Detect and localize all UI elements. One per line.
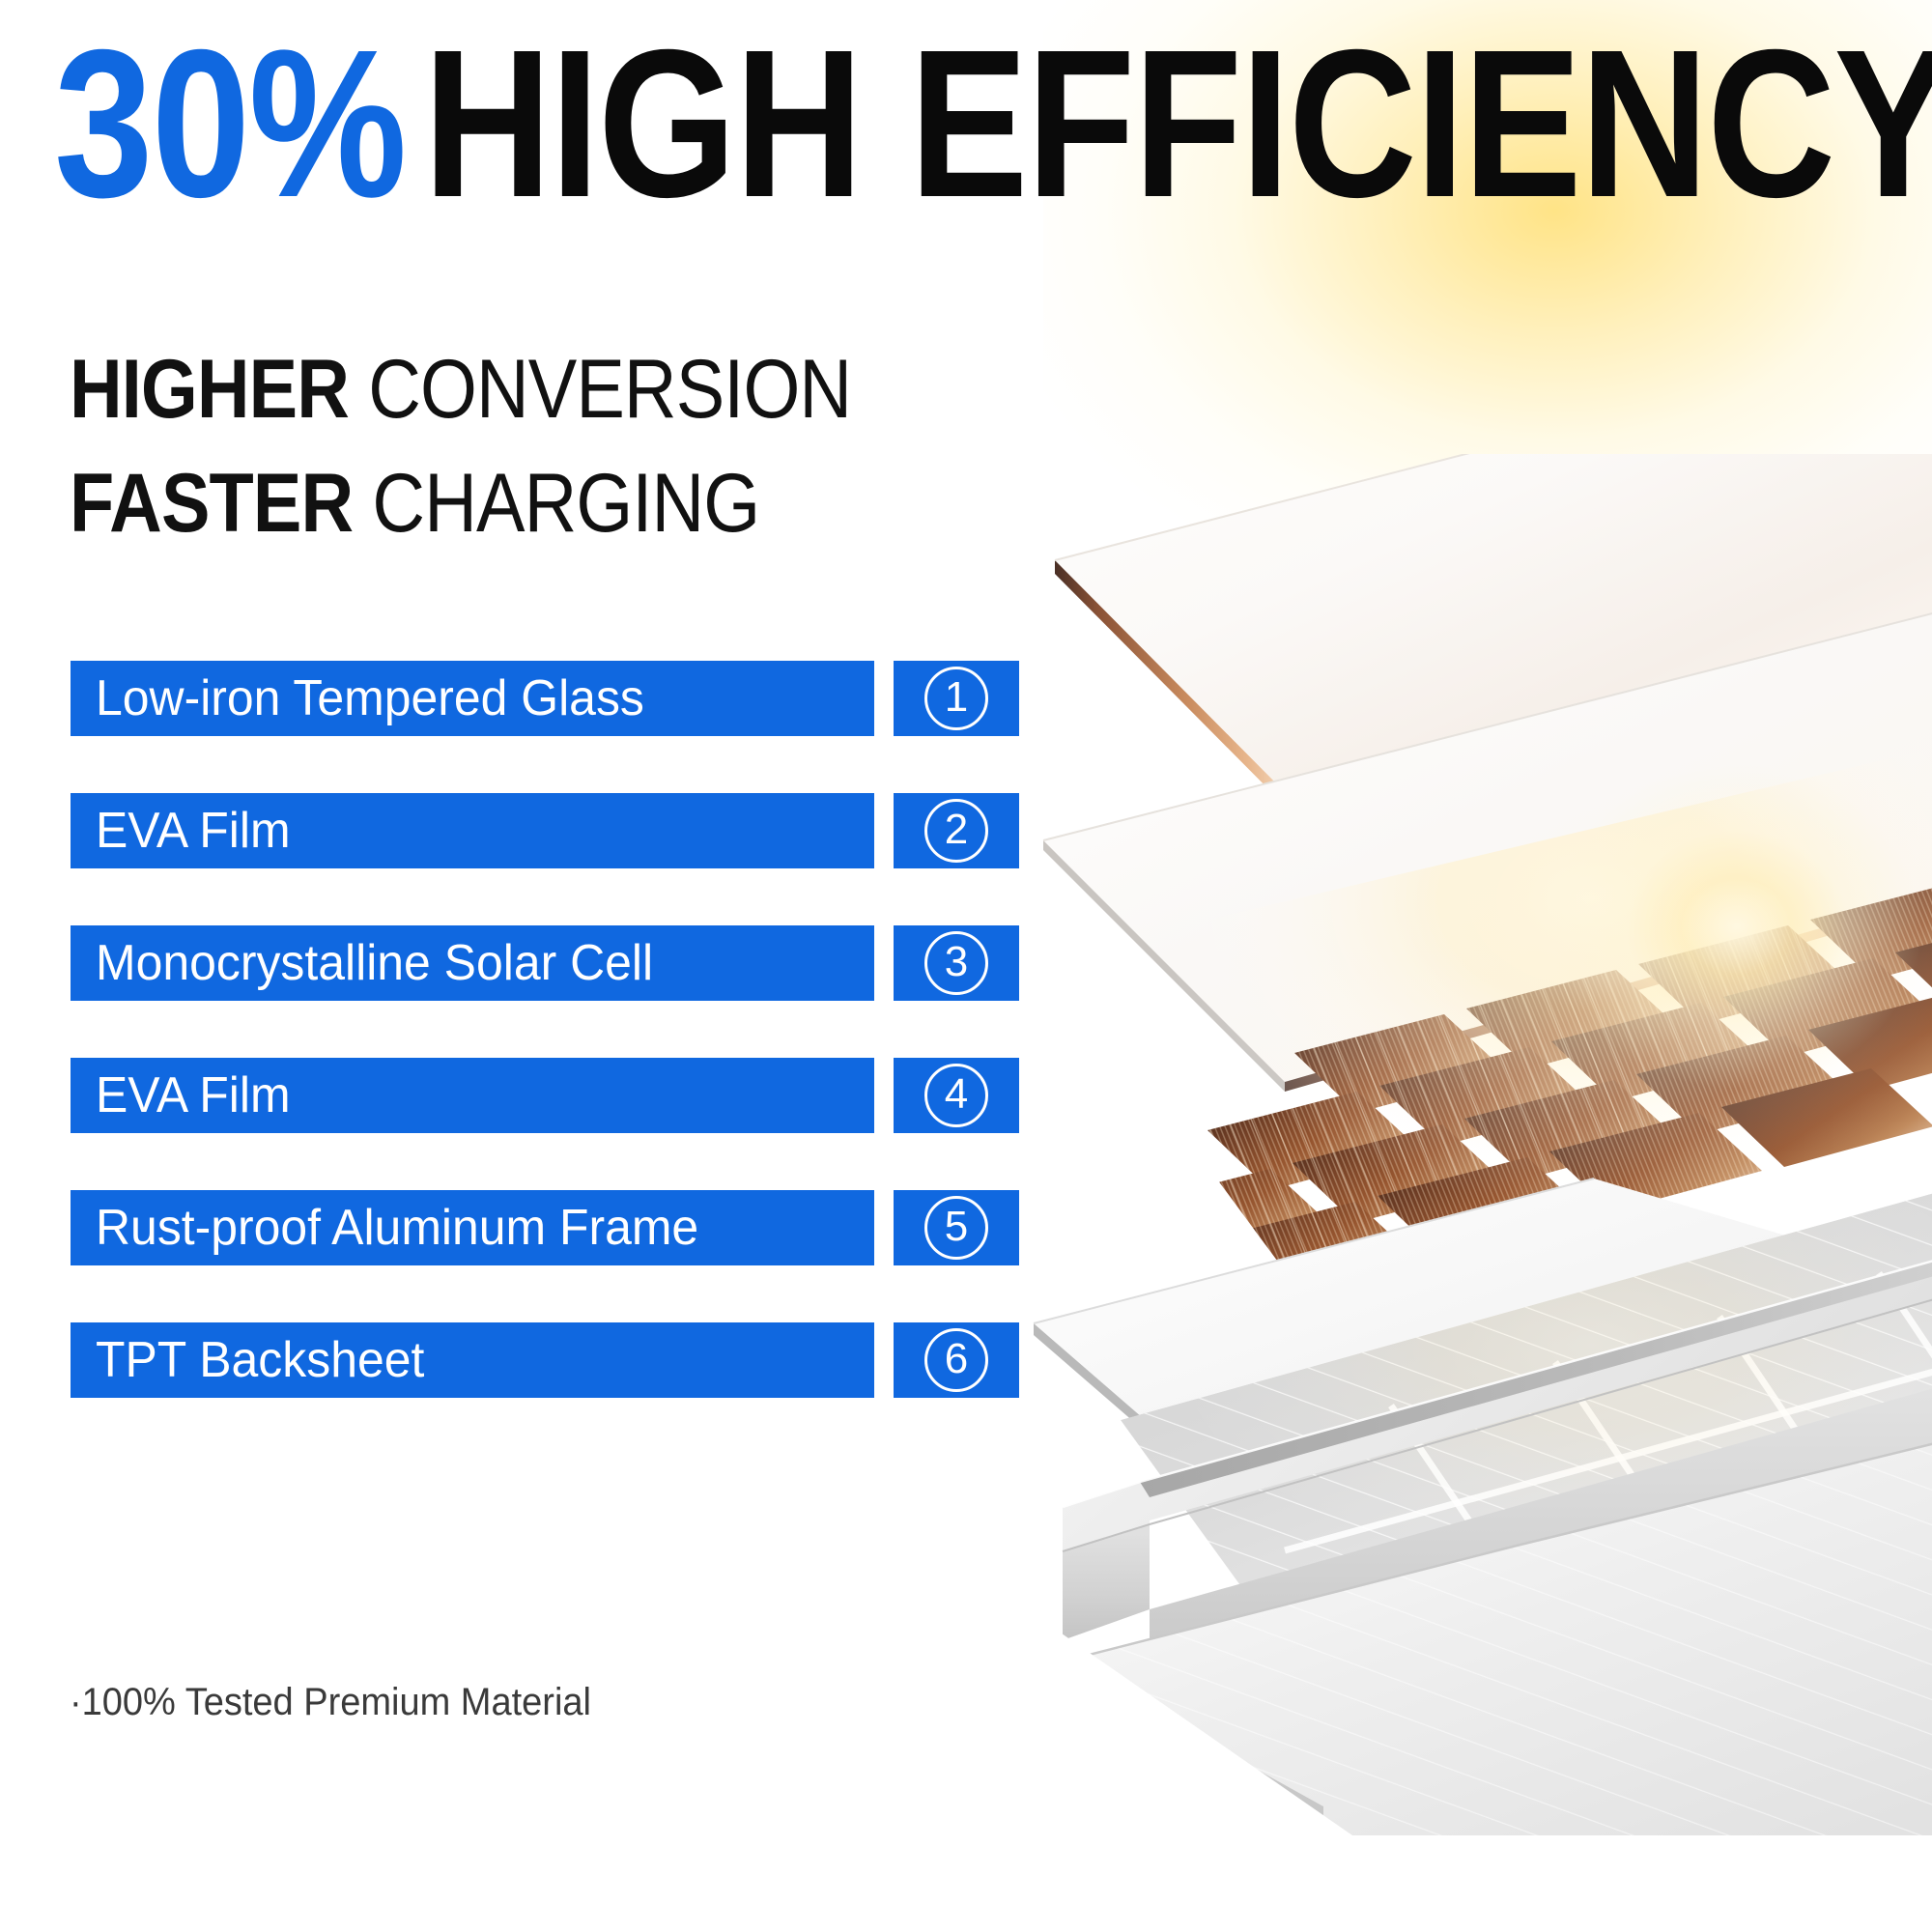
subheading-line-1: HIGHER CONVERSION — [70, 332, 1090, 446]
subheading-line-2-strong: FASTER — [70, 457, 354, 550]
layer-label-box-1[interactable]: Low-iron Tempered Glass — [71, 661, 874, 736]
list-item[interactable]: Low-iron Tempered Glass 1 — [71, 661, 1027, 736]
layer-badge-number: 6 — [944, 1335, 969, 1382]
layer-badge-number: 5 — [944, 1203, 969, 1250]
layer-label-box-4[interactable]: EVA Film — [71, 1058, 874, 1133]
layer-label-box-2[interactable]: EVA Film — [71, 793, 874, 868]
list-item[interactable]: TPT Backsheet 6 — [71, 1322, 1027, 1398]
subheading: HIGHER CONVERSION FASTER CHARGING — [70, 332, 1090, 560]
circle-number-icon: 6 — [924, 1328, 988, 1392]
footer-note: ·100% Tested Premium Material — [70, 1681, 591, 1723]
layer-list: Low-iron Tempered Glass 1 EVA Film 2 Mon… — [71, 661, 1027, 1455]
layer-eva-lower — [1033, 1178, 1932, 1586]
circle-number-icon: 5 — [924, 1196, 988, 1260]
layer-label-text: EVA Film — [96, 1067, 291, 1123]
subheading-line-1-light: CONVERSION — [349, 343, 852, 436]
layer-label-text: EVA Film — [96, 803, 291, 859]
list-item[interactable]: EVA Film 4 — [71, 1058, 1027, 1133]
list-item[interactable]: Monocrystalline Solar Cell 3 — [71, 925, 1027, 1001]
list-item[interactable]: Rust-proof Aluminum Frame 5 — [71, 1190, 1027, 1265]
headline-percent: 30% — [54, 7, 407, 242]
headline-main: HIGH EFFICIENCY — [423, 7, 1932, 242]
subheading-line-2-light: CHARGING — [353, 457, 760, 550]
layer-label-text: Rust-proof Aluminum Frame — [96, 1200, 699, 1256]
layer-badge-box-1[interactable]: 1 — [894, 661, 1019, 736]
subheading-line-2: FASTER CHARGING — [70, 446, 1090, 560]
background-glow-middle — [1198, 599, 1932, 1294]
circle-number-icon: 3 — [924, 931, 988, 995]
layer-label-text: Monocrystalline Solar Cell — [96, 935, 654, 991]
layer-glass — [1054, 454, 1932, 815]
headline: 30%HIGH EFFICIENCY — [54, 19, 1932, 230]
layer-badge-box-5[interactable]: 5 — [894, 1190, 1019, 1265]
layer-badge-box-6[interactable]: 6 — [894, 1322, 1019, 1398]
list-item[interactable]: EVA Film 2 — [71, 793, 1027, 868]
layer-label-box-3[interactable]: Monocrystalline Solar Cell — [71, 925, 874, 1001]
layer-badge-box-3[interactable]: 3 — [894, 925, 1019, 1001]
layer-solar-cells — [1053, 744, 1932, 1323]
circle-number-icon: 2 — [924, 799, 988, 863]
layer-badge-number: 1 — [944, 673, 969, 721]
layer-label-text: TPT Backsheet — [96, 1332, 425, 1388]
layer-label-text: Low-iron Tempered Glass — [96, 670, 644, 726]
layer-badge-box-2[interactable]: 2 — [894, 793, 1019, 868]
subheading-line-1-strong: HIGHER — [70, 343, 350, 436]
layer-badge-number: 3 — [944, 938, 969, 985]
layer-badge-number: 4 — [944, 1070, 969, 1118]
circle-number-icon: 1 — [924, 667, 988, 730]
exploded-solar-panel-diagram — [1005, 454, 1932, 1835]
sun-flare-glow — [1449, 676, 1932, 1198]
layer-label-box-6[interactable]: TPT Backsheet — [71, 1322, 874, 1398]
layer-tpt-backsheet — [1062, 1442, 1932, 1835]
layer-aluminum-frame — [1062, 1188, 1932, 1700]
layer-eva-upper — [1042, 612, 1932, 1092]
circle-number-icon: 4 — [924, 1064, 988, 1127]
layer-badge-box-4[interactable]: 4 — [894, 1058, 1019, 1133]
layer-label-box-5[interactable]: Rust-proof Aluminum Frame — [71, 1190, 874, 1265]
layer-badge-number: 2 — [944, 806, 969, 853]
